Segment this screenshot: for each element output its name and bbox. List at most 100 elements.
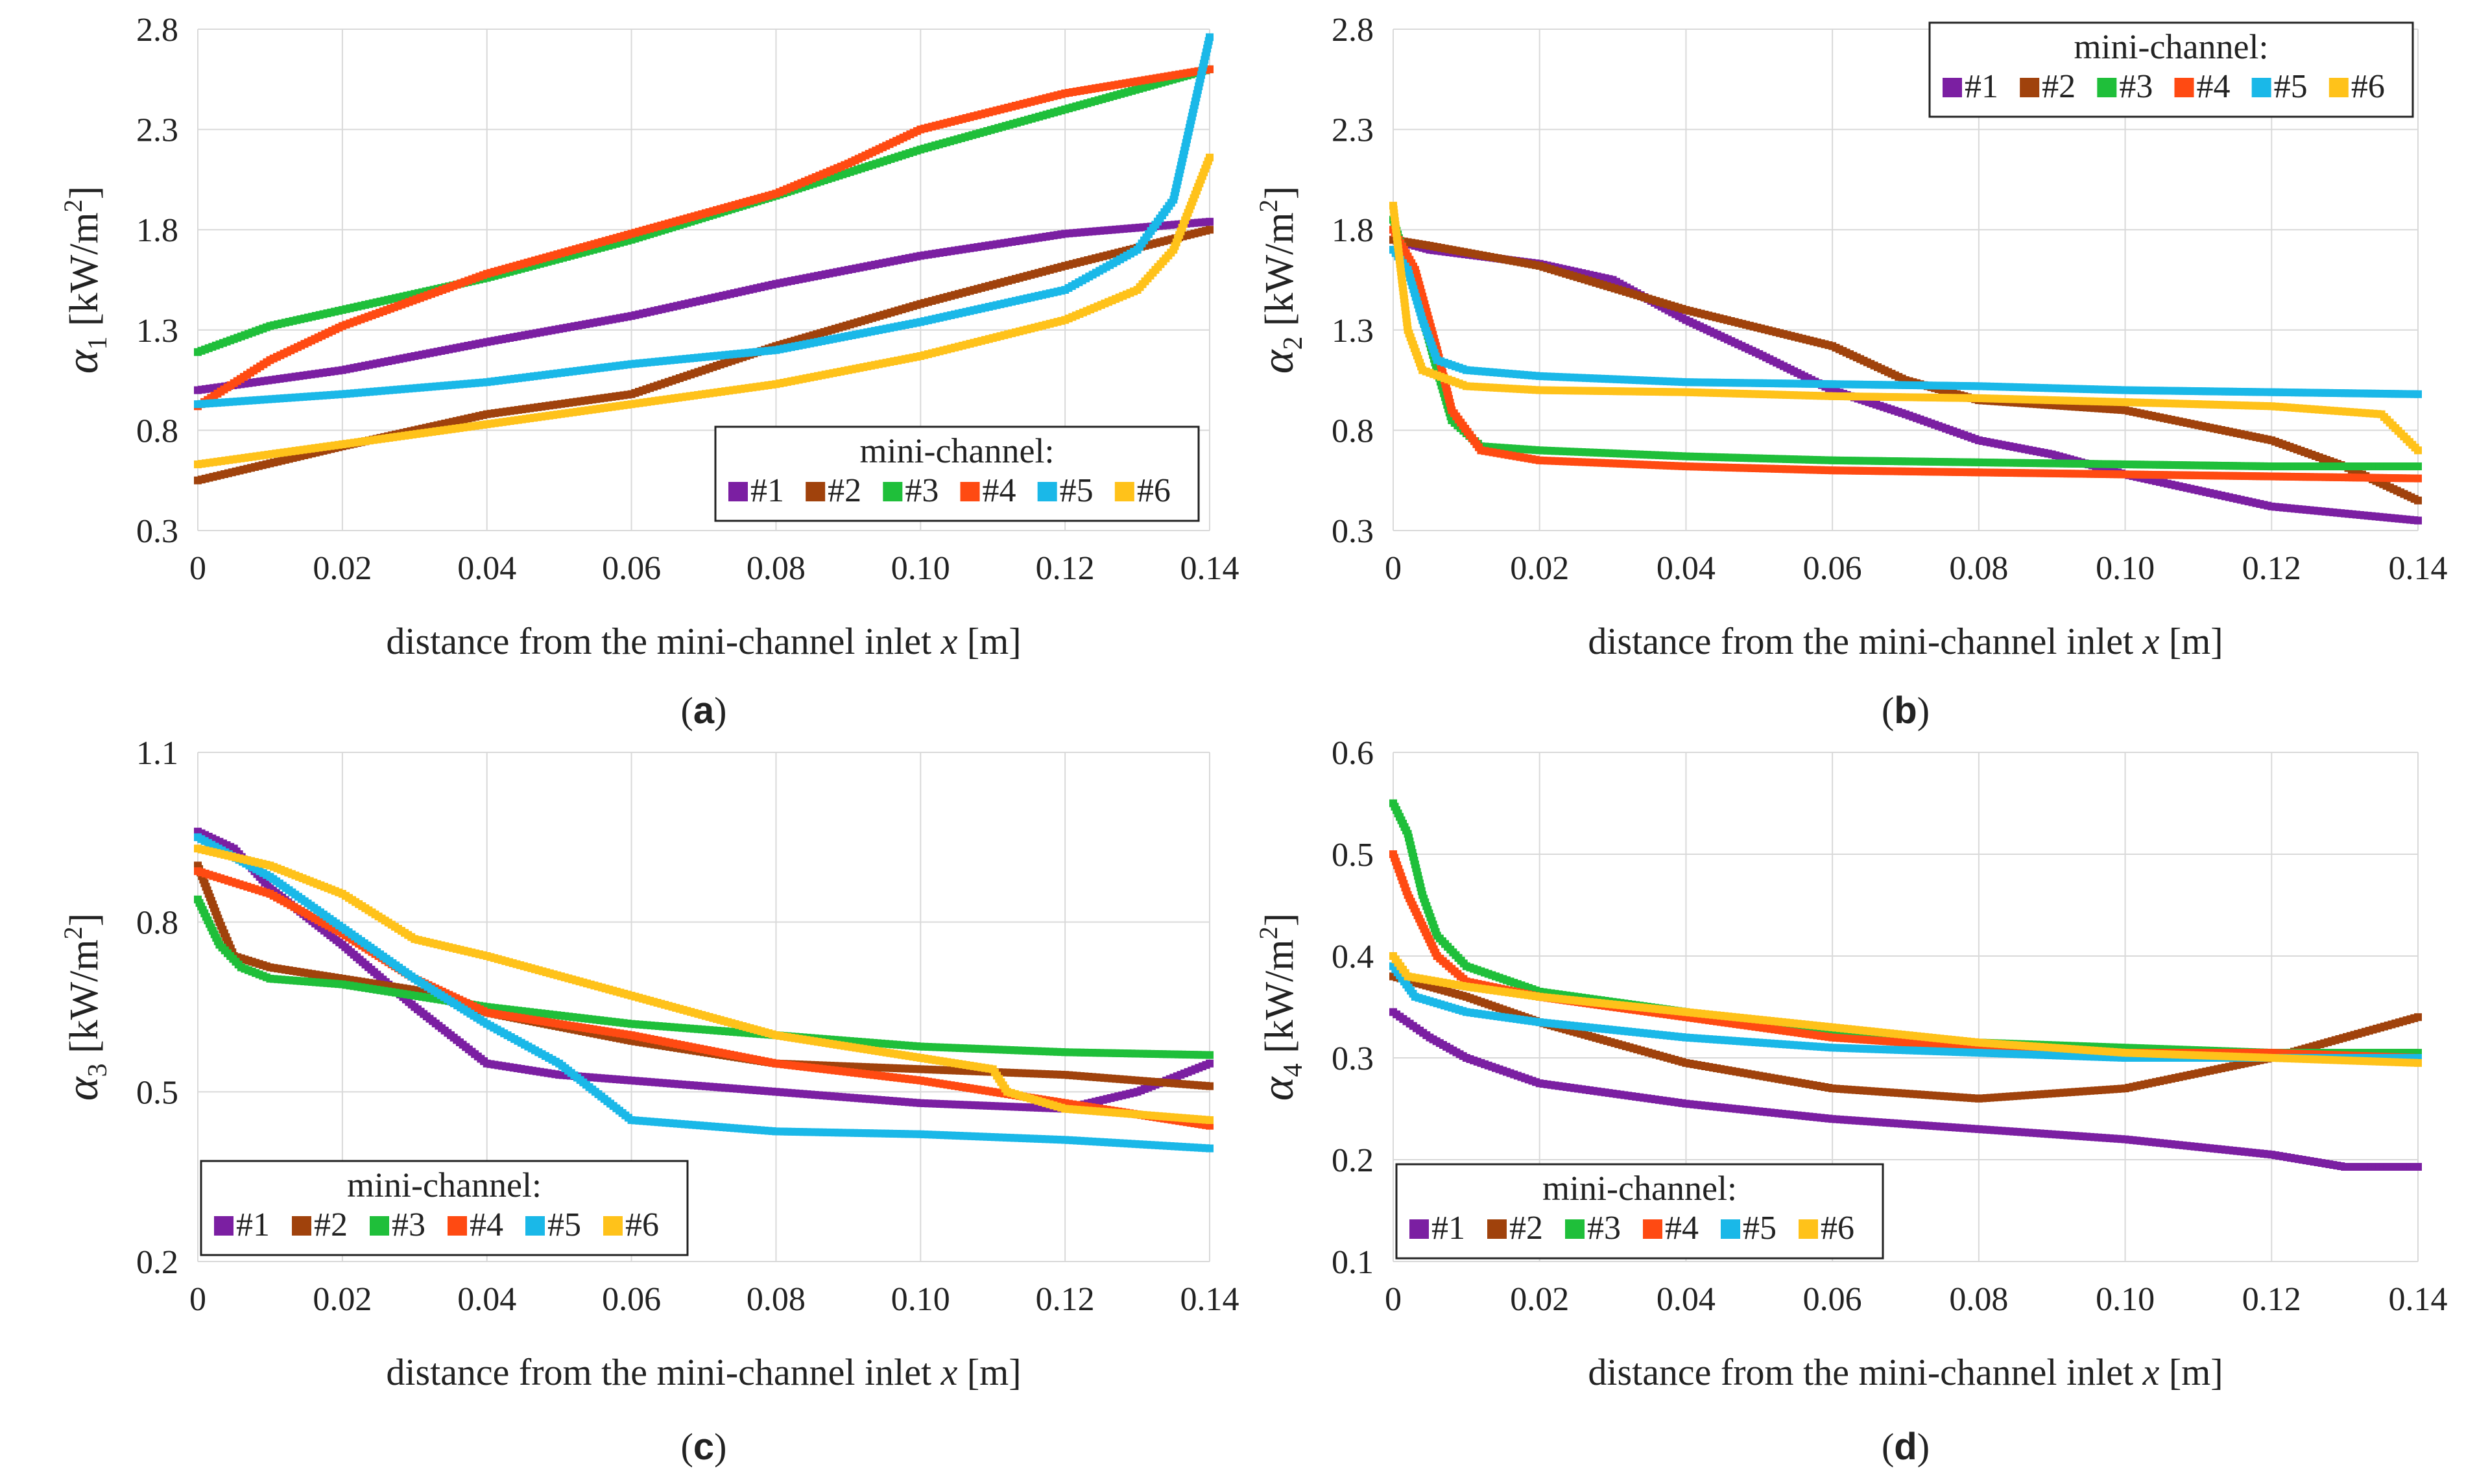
x-tick-label: 0.12 [1036, 1281, 1095, 1318]
plot-area-c [194, 828, 1214, 1153]
data-point [1206, 226, 1214, 234]
x-tick-label: 0.06 [602, 1281, 661, 1318]
y-tick-label: 0.3 [1332, 513, 1374, 550]
legend-title: mini-channel: [2074, 27, 2269, 66]
y-axis-label: α2 [kW/m2] [1253, 186, 1308, 374]
x-tick-label: 0.04 [457, 550, 516, 587]
legend-box [1928, 21, 2414, 118]
panel-caption: (a) [681, 689, 727, 732]
series-6 [194, 844, 1214, 1124]
x-axis-label: distance from the mini-channel inlet x [… [386, 1351, 1021, 1393]
y-axis-label: α3 [kW/m2] [58, 913, 113, 1101]
series-5 [194, 833, 1214, 1153]
legend-swatch [2020, 78, 2040, 97]
x-tick-label: 0.02 [313, 550, 372, 587]
series-5 [194, 33, 1214, 409]
data-point [330, 441, 339, 449]
data-point [1206, 217, 1214, 226]
x-tick-label: 0.14 [2389, 550, 2448, 587]
legend-item-label: #1 [750, 472, 784, 509]
x-tick-label: 0 [1385, 550, 1402, 587]
legend-b: mini-channel:#1 #2 #3 #4 #5 #6 [1928, 21, 2414, 118]
x-tick-label: 0.06 [602, 550, 661, 587]
x-tick-label: 0.06 [1803, 550, 1862, 587]
legend-item-label: #4 [983, 472, 1016, 509]
series-1 [194, 828, 1214, 1113]
data-point [1206, 1082, 1214, 1090]
x-tick-label: 0.14 [1180, 550, 1239, 587]
y-tick-label: 1.1 [136, 735, 178, 772]
series-6 [194, 153, 1214, 468]
x-tick-label: 0.08 [1949, 550, 2008, 587]
y-tick-label: 0.3 [136, 513, 178, 550]
data-point [2414, 516, 2422, 525]
legend-item-label: #1 [1965, 68, 1998, 105]
series-3 [1389, 215, 2422, 471]
x-axis-label: distance from the mini-channel inlet x [… [1588, 620, 2223, 662]
legend-item-label: #6 [2351, 68, 2385, 105]
x-tick-label: 0 [189, 1281, 206, 1318]
legend-swatch [2097, 78, 2117, 97]
y-tick-label: 1.3 [136, 313, 178, 350]
data-point [1206, 153, 1214, 162]
x-tick-label: 0.02 [1510, 550, 1569, 587]
legend-swatch [806, 482, 826, 501]
panel-caption: (b) [1882, 689, 1930, 732]
y-tick-label: 2.8 [1332, 12, 1374, 49]
y-tick-label: 0.5 [136, 1074, 178, 1111]
legend-item-label: #4 [2197, 68, 2231, 105]
legend-swatch [883, 482, 903, 501]
plot-area-b [1389, 202, 2422, 525]
y-tick-label: 2.3 [1332, 112, 1374, 149]
x-tick-label: 0.12 [1036, 550, 1095, 587]
y-tick-label: 1.8 [1332, 212, 1374, 249]
series-4 [194, 65, 1214, 411]
panel-b: 0 0.02 0.04 0.06 0.08 0.10 0.12 0.140.30.81.31.… [1253, 12, 2448, 732]
data-point [2414, 390, 2422, 398]
panel-a: 0 0.02 0.04 0.06 0.08 0.10 0.12 0.140.30.81.31.… [58, 12, 1239, 732]
y-tick-label: 0.8 [1332, 413, 1374, 449]
panel-c: 0 0.02 0.04 0.06 0.08 0.10 0.12 0.14 0.2 0.5 0.8 1.… [58, 735, 1239, 1468]
legend-swatch [1114, 482, 1134, 501]
y-tick-label: 2.3 [136, 112, 178, 149]
legend-swatch [1037, 482, 1057, 501]
x-tick-label: 0.08 [747, 1281, 806, 1318]
x-tick-label: 0.04 [1657, 550, 1716, 587]
legend-box [714, 425, 1200, 522]
data-point [1206, 33, 1214, 42]
x-tick-label: 0.08 [747, 550, 806, 587]
y-axis-label: α1 [kW/m2] [58, 186, 113, 374]
legend-swatch [2251, 78, 2271, 97]
x-tick-label: 0.04 [457, 1281, 516, 1318]
legend-title: mini-channel: [860, 431, 1055, 470]
data-point [2414, 462, 2422, 471]
x-tick-label: 0.10 [2096, 550, 2155, 587]
legend-item-label: #3 [2119, 68, 2153, 105]
x-tick-label: 0.02 [313, 1281, 372, 1318]
legend-swatch [728, 482, 748, 501]
x-tick-label: 0.12 [2242, 550, 2301, 587]
data-point [1206, 1051, 1214, 1059]
data-point [2414, 474, 2422, 483]
y-tick-label: 0.8 [136, 413, 178, 449]
data-point [2414, 496, 2422, 505]
data-point [1206, 1059, 1214, 1068]
x-tick-label: 0.14 [1180, 1281, 1239, 1318]
x-tick-label: 0.10 [891, 550, 950, 587]
y-tick-label: 1.8 [136, 212, 178, 249]
series-5 [1389, 246, 2422, 398]
plot-area-a [194, 33, 1214, 485]
series-1 [194, 217, 1214, 394]
legend-a: mini-channel:#1 #2 #3 #4 #5 #6 [714, 425, 1200, 522]
legend-item-label: #5 [1060, 472, 1094, 509]
legend-item-label: #2 [2042, 68, 2076, 105]
legend-item-label: #6 [1137, 472, 1171, 509]
data-point [1206, 1144, 1214, 1153]
legend-swatch [2174, 78, 2194, 97]
y-tick-label: 0.2 [136, 1244, 178, 1281]
y-tick-label: 0.8 [136, 905, 178, 942]
data-point [330, 390, 339, 399]
legend-item-label: #3 [905, 472, 939, 509]
x-tick-label: 0.10 [891, 1281, 950, 1318]
